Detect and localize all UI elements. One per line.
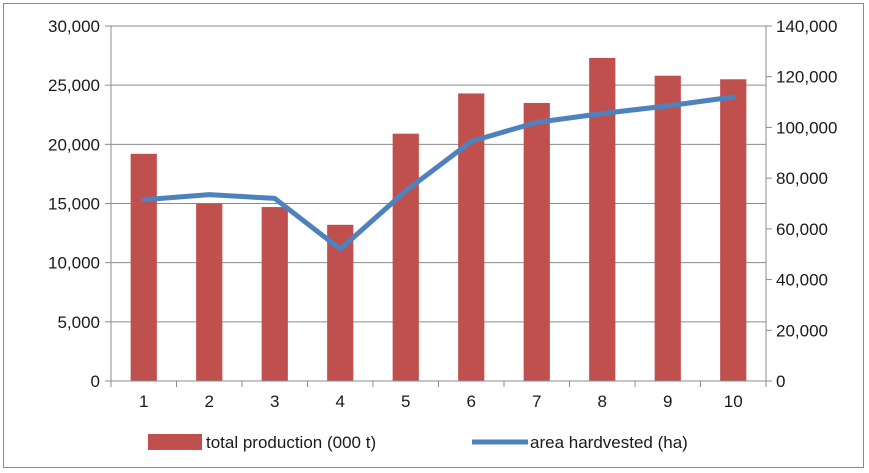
left-tick-label: 10,000 — [48, 254, 100, 273]
left-tick-label: 15,000 — [48, 195, 100, 214]
left-axis-tick-labels: 0 5,000 10,000 15,000 20,000 25,000 30,000 — [48, 17, 100, 391]
right-tick-label: 140,000 — [776, 17, 837, 36]
left-tick-label: 25,000 — [48, 76, 100, 95]
x-tick-label: 2 — [205, 392, 214, 411]
left-tick-label: 20,000 — [48, 135, 100, 154]
right-tick-label: 60,000 — [776, 220, 828, 239]
x-tick-label: 9 — [663, 392, 672, 411]
bar-3 — [261, 207, 288, 381]
bar-5 — [392, 133, 419, 381]
legend: total production (000 t) area hardvested… — [148, 433, 688, 452]
right-tick-label: 20,000 — [776, 321, 828, 340]
legend-label-line: area hardvested (ha) — [530, 433, 688, 452]
line-area-harvested — [141, 94, 736, 252]
right-axis-tick-labels: 0 20,000 40,000 60,000 80,000 100,000 120,000 1… — [776, 17, 837, 391]
bar-9 — [654, 75, 681, 381]
right-tick-label: 120,000 — [776, 68, 837, 87]
x-tick-label: 7 — [532, 392, 541, 411]
x-tick-label: 6 — [467, 392, 476, 411]
bar-2 — [196, 203, 223, 381]
x-tick-label: 8 — [598, 392, 607, 411]
left-tick-label: 5,000 — [57, 313, 100, 332]
bar-7 — [523, 102, 550, 382]
bar-8 — [589, 57, 616, 381]
left-tick-label: 30,000 — [48, 17, 100, 36]
x-tick-label: 1 — [139, 392, 148, 411]
legend-label-bar: total production (000 t) — [206, 433, 376, 452]
x-tick-label: 3 — [270, 392, 279, 411]
right-tick-label: 40,000 — [776, 271, 828, 290]
axes — [105, 25, 772, 387]
legend-swatch-bar — [148, 434, 202, 450]
x-tick-label: 4 — [336, 392, 345, 411]
line-series — [141, 94, 736, 252]
x-tick-label: 10 — [724, 392, 743, 411]
right-tick-label: 80,000 — [776, 169, 828, 188]
left-tick-label: 0 — [91, 372, 100, 391]
right-tick-label: 0 — [776, 372, 785, 391]
bar-10 — [720, 79, 747, 381]
x-axis-tick-labels: 1 2 3 4 5 6 7 8 9 10 — [139, 392, 743, 411]
bar-1 — [130, 153, 157, 381]
x-tick-label: 5 — [401, 392, 410, 411]
right-tick-label: 100,000 — [776, 118, 837, 137]
bar-series — [130, 57, 747, 382]
